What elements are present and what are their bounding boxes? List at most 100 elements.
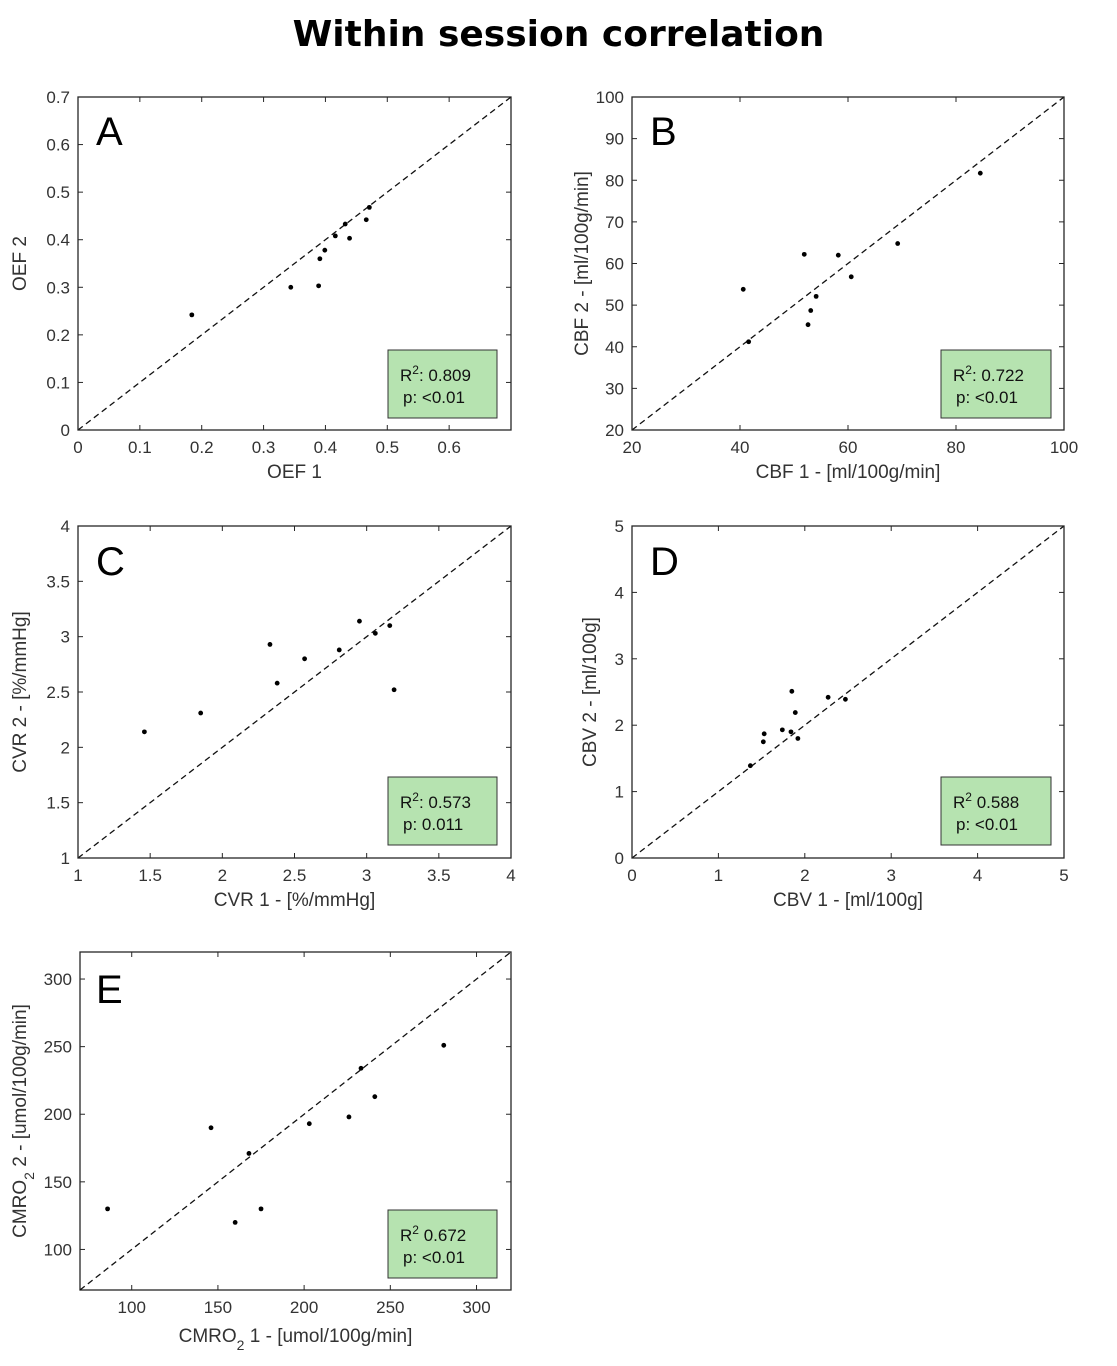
data-point (246, 1151, 252, 1156)
x-tick-label: 0.4 (314, 438, 338, 457)
data-point (105, 1206, 110, 1212)
r-squared-prefix: R (400, 366, 412, 385)
p-value-text: p: <0.01 (403, 388, 465, 407)
r-squared-superscript: 2 (412, 363, 419, 377)
y-tick-label: 0.1 (46, 373, 70, 392)
y-tick-label: 50 (605, 296, 624, 315)
x-tick-label: 150 (204, 1298, 232, 1317)
panel-letter: B (650, 110, 677, 154)
x-axis-label-main: CMRO (179, 1326, 237, 1347)
data-point (288, 284, 294, 290)
y-tick-label: 30 (605, 379, 624, 398)
x-tick-label: 60 (839, 438, 858, 457)
x-tick-label: 2 (218, 866, 227, 885)
data-point (761, 731, 767, 737)
x-tick-label: 5 (1059, 866, 1068, 885)
y-tick-label: 60 (605, 255, 624, 274)
data-point (302, 656, 308, 662)
identity-line (79, 951, 512, 1291)
r-squared-text: R2: 0.722 (953, 363, 1024, 385)
y-axis-label: CVR 2 - [%/mmHg] (10, 611, 31, 773)
data-point (336, 647, 342, 653)
x-axis-label: CVR 1 - [%/mmHg] (214, 890, 376, 911)
x-axis-label: CBF 1 - [ml/100g/min] (756, 462, 941, 483)
identity-line (77, 525, 512, 859)
y-tick-label: 70 (605, 213, 624, 232)
r-squared-value: : 0.809 (419, 366, 471, 385)
panel-d: 0 1 2 3 4 5 0 1 2 3 4 5 D CBV 1 - [ml/100g] CBV 2 - [m… (580, 517, 1069, 911)
data-point (342, 221, 348, 227)
y-axis-label: CMRO2 2 - [umol/100g/min] (10, 1004, 37, 1238)
y-tick-label: 2 (615, 716, 624, 735)
identity-line (77, 96, 512, 431)
data-point (316, 283, 322, 289)
y-tick-label: 80 (605, 171, 624, 190)
stats-box (387, 776, 498, 846)
panel-c: 1 1.5 2 2.5 3 3.5 4 1 1.5 2 2.5 3 3.5 4 C CVR 1 - [%/mm… (10, 517, 516, 911)
x-tick-label: 20 (623, 438, 642, 457)
data-point (801, 251, 807, 257)
data-point (808, 308, 814, 313)
data-point (232, 1220, 238, 1225)
y-tick-label: 150 (44, 1173, 72, 1192)
y-tick-label: 200 (44, 1105, 72, 1124)
data-point (317, 256, 323, 262)
y-tick-label: 0.2 (46, 326, 70, 345)
y-axis-label-main: CMRO (10, 1180, 31, 1238)
y-tick-label: 1 (615, 783, 624, 802)
panel-letter: D (650, 540, 679, 584)
data-point (760, 739, 766, 745)
y-tick-label: 2 (61, 738, 70, 757)
data-point (835, 252, 841, 258)
stats-box (940, 349, 1052, 419)
r-squared-superscript: 2 (965, 363, 972, 377)
y-tick-label: 0.5 (46, 183, 70, 202)
x-tick-label: 300 (462, 1298, 490, 1317)
x-tick-label: 2.5 (283, 866, 307, 885)
p-value-text: p: <0.01 (403, 1248, 465, 1267)
x-tick-label: 3 (362, 866, 371, 885)
y-tick-label: 0.3 (46, 278, 70, 297)
identity-line (631, 96, 1065, 431)
data-point (198, 710, 204, 716)
panel-letter: A (96, 110, 123, 154)
data-point (848, 274, 854, 280)
data-point (357, 618, 362, 624)
data-point (347, 235, 352, 241)
x-tick-label: 0.3 (252, 438, 276, 457)
r-squared-prefix: R (400, 793, 412, 812)
r-squared-value: 0.672 (419, 1226, 466, 1245)
data-point (363, 217, 369, 223)
data-point (189, 312, 195, 318)
y-tick-label: 20 (605, 421, 624, 440)
data-point (258, 1206, 264, 1212)
y-tick-label: 3.5 (46, 572, 70, 591)
y-tick-label: 4 (61, 517, 70, 536)
data-point (441, 1042, 447, 1048)
x-axis-label-subscript: 2 (237, 1337, 245, 1353)
x-tick-label: 0.5 (375, 438, 399, 457)
y-tick-label: 40 (605, 338, 624, 357)
x-tick-label: 80 (947, 438, 966, 457)
y-tick-label: 3 (61, 628, 70, 647)
r-squared-text: R2: 0.809 (400, 363, 471, 385)
r-squared-prefix: R (953, 793, 965, 812)
r-squared-text: R2 0.588 (953, 790, 1019, 812)
panel-b: 20 40 60 80 100 20 30 40 50 60 70 80 90 100 B CBF 1 - [… (572, 88, 1078, 483)
data-point (372, 1094, 378, 1100)
data-point (746, 339, 752, 345)
x-tick-label: 0.2 (190, 438, 214, 457)
data-point (366, 204, 372, 210)
y-tick-label: 300 (44, 970, 72, 989)
y-tick-label: 2.5 (46, 683, 70, 702)
plot-area (79, 951, 512, 1291)
r-squared-text: R2 0.672 (400, 1223, 466, 1245)
plot-area (77, 96, 512, 431)
data-point (977, 170, 983, 176)
data-point (322, 247, 328, 253)
r-squared-value: : 0.722 (972, 366, 1024, 385)
data-point (825, 694, 831, 700)
x-tick-label: 0 (73, 438, 82, 457)
y-axis-label-rest: 2 - [umol/100g/min] (10, 1004, 31, 1172)
y-tick-label: 0.7 (46, 88, 70, 107)
